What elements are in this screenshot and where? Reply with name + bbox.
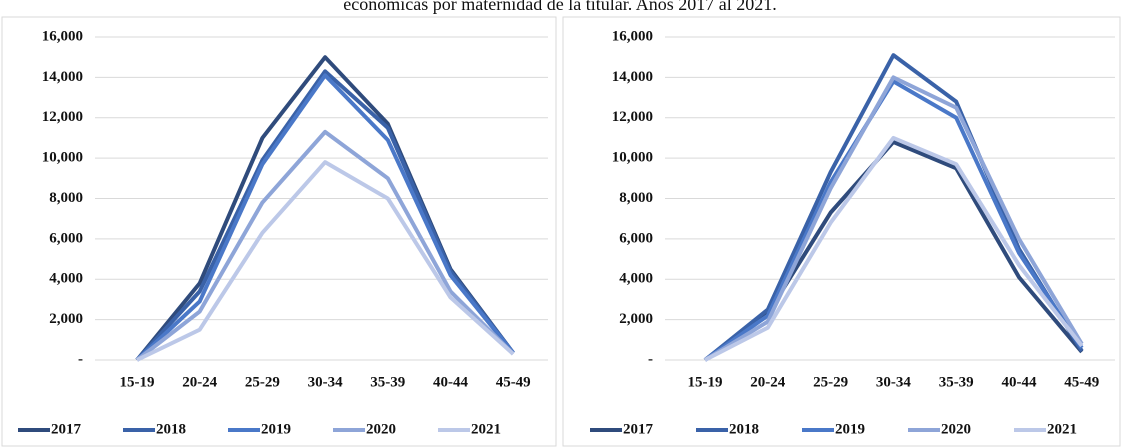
series-line [136, 160, 515, 362]
legend-label: 2019 [261, 421, 291, 437]
y-tick-label: 16,000 [612, 28, 653, 44]
legend-label: 2021 [471, 421, 501, 437]
x-tick-label: 35-39 [939, 374, 974, 390]
legend-label: 2020 [366, 421, 396, 437]
x-tick-label: 20-24 [750, 374, 785, 390]
x-tick-label: 25-29 [813, 374, 848, 390]
y-tick-label: 10,000 [612, 150, 653, 166]
series-line [135, 73, 515, 362]
y-tick-label: 2,000 [49, 311, 83, 327]
x-tick-label: 25-29 [245, 374, 280, 390]
y-tick-label: 6,000 [49, 230, 83, 246]
x-tick-label: 15-19 [688, 374, 723, 390]
y-tick-label: 12,000 [612, 109, 653, 125]
legend-label: 2017 [623, 421, 654, 437]
y-tick-label: - [78, 351, 83, 367]
legend-label: 2017 [51, 421, 82, 437]
legend-label: 2018 [729, 421, 759, 437]
x-tick-label: 20-24 [182, 374, 217, 390]
x-tick-label: 35-39 [370, 374, 405, 390]
y-tick-label: 12,000 [42, 109, 83, 125]
legend-label: 2018 [156, 421, 186, 437]
x-tick-label: 15-19 [120, 374, 155, 390]
chart-title: económicas por maternidad de la titular.… [343, 0, 776, 14]
panel-border [562, 16, 1121, 447]
x-tick-label: 40-44 [1002, 374, 1037, 390]
y-tick-label: 8,000 [49, 190, 83, 206]
series-line [135, 129, 515, 362]
legend-label: 2021 [1047, 421, 1077, 437]
x-tick-label: 45-49 [1064, 374, 1099, 390]
y-tick-label: 14,000 [42, 69, 83, 85]
x-tick-label: 45-49 [496, 374, 531, 390]
y-tick-label: 10,000 [42, 150, 83, 166]
x-tick-label: 40-44 [433, 374, 468, 390]
legend-label: 2020 [941, 421, 971, 437]
legend-label: 2019 [835, 421, 865, 437]
y-tick-label: 16,000 [42, 28, 83, 44]
y-tick-label: 8,000 [619, 190, 653, 206]
x-tick-label: 30-34 [308, 374, 343, 390]
y-tick-label: 14,000 [612, 69, 653, 85]
panel-border [1, 16, 557, 447]
y-tick-label: - [648, 351, 653, 367]
y-tick-label: 4,000 [619, 271, 653, 287]
y-tick-label: 2,000 [619, 311, 653, 327]
y-tick-label: 6,000 [619, 230, 653, 246]
series-line [703, 53, 1084, 362]
series-line [703, 75, 1084, 362]
y-tick-label: 4,000 [49, 271, 83, 287]
x-tick-label: 30-34 [876, 374, 911, 390]
series-line [704, 135, 1084, 362]
series-line [703, 79, 1084, 362]
